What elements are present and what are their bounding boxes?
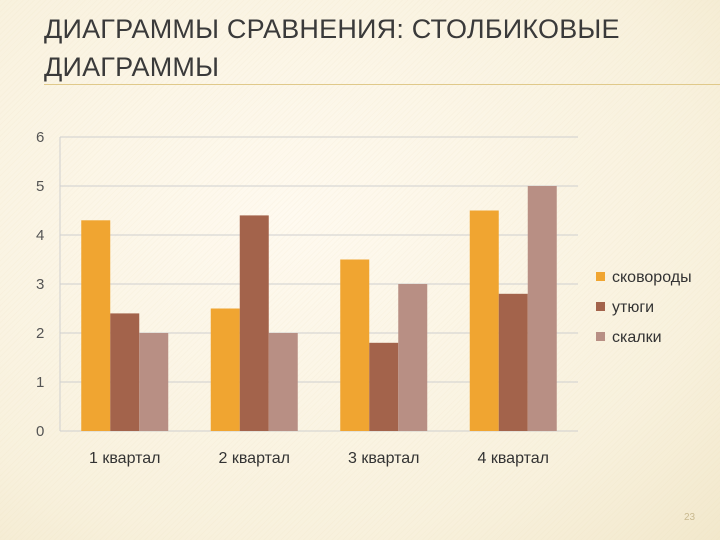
x-tick-label: 4 квартал: [478, 450, 550, 467]
bar-сковороды-4: [469, 210, 499, 431]
y-tick-label: 3: [36, 276, 44, 293]
bar-утюги-2: [239, 215, 269, 431]
bar-скалки-4: [527, 186, 557, 431]
y-tick-label: 1: [36, 374, 44, 391]
legend-swatch-сковороды: [596, 272, 605, 281]
slide-title: ДИАГРАММЫ СРАВНЕНИЯ: СТОЛБИКОВЫЕ ДИАГРАМ…: [44, 14, 620, 82]
bar-скалки-2: [268, 333, 298, 431]
bar-сковороды-3: [340, 259, 370, 431]
bar-утюги-4: [498, 293, 528, 431]
bar-скалки-3: [398, 284, 428, 431]
legend-swatch-утюги: [596, 302, 605, 311]
y-tick-label: 5: [36, 178, 44, 195]
bar-утюги-3: [369, 342, 399, 431]
bar-сковороды-1: [81, 220, 111, 431]
y-tick-label: 6: [36, 129, 44, 146]
legend-label-утюги: утюги: [612, 299, 654, 316]
y-tick-label: 4: [36, 227, 44, 244]
bar-скалки-1: [139, 333, 169, 431]
legend: сковороды утюги скалки: [596, 269, 692, 346]
y-tick-label: 2: [36, 325, 44, 342]
x-tick-label: 3 квартал: [348, 450, 420, 467]
bar-сковороды-2: [210, 308, 240, 431]
x-tick-label: 1 квартал: [89, 450, 161, 467]
bar-утюги-1: [110, 313, 140, 431]
y-tick-label: 0: [36, 423, 44, 440]
legend-label-скалки: скалки: [612, 329, 662, 346]
bars: [81, 186, 557, 431]
y-axis-ticks: 0 1 2 3 4 5 6: [36, 129, 44, 440]
x-axis-ticks: 1 квартал 2 квартал 3 квартал 4 квартал: [89, 450, 549, 467]
page-number: 23: [684, 512, 696, 523]
x-tick-label: 2 квартал: [219, 450, 291, 467]
title-divider: [44, 84, 720, 85]
legend-label-сковороды: сковороды: [612, 269, 692, 286]
legend-swatch-скалки: [596, 332, 605, 341]
